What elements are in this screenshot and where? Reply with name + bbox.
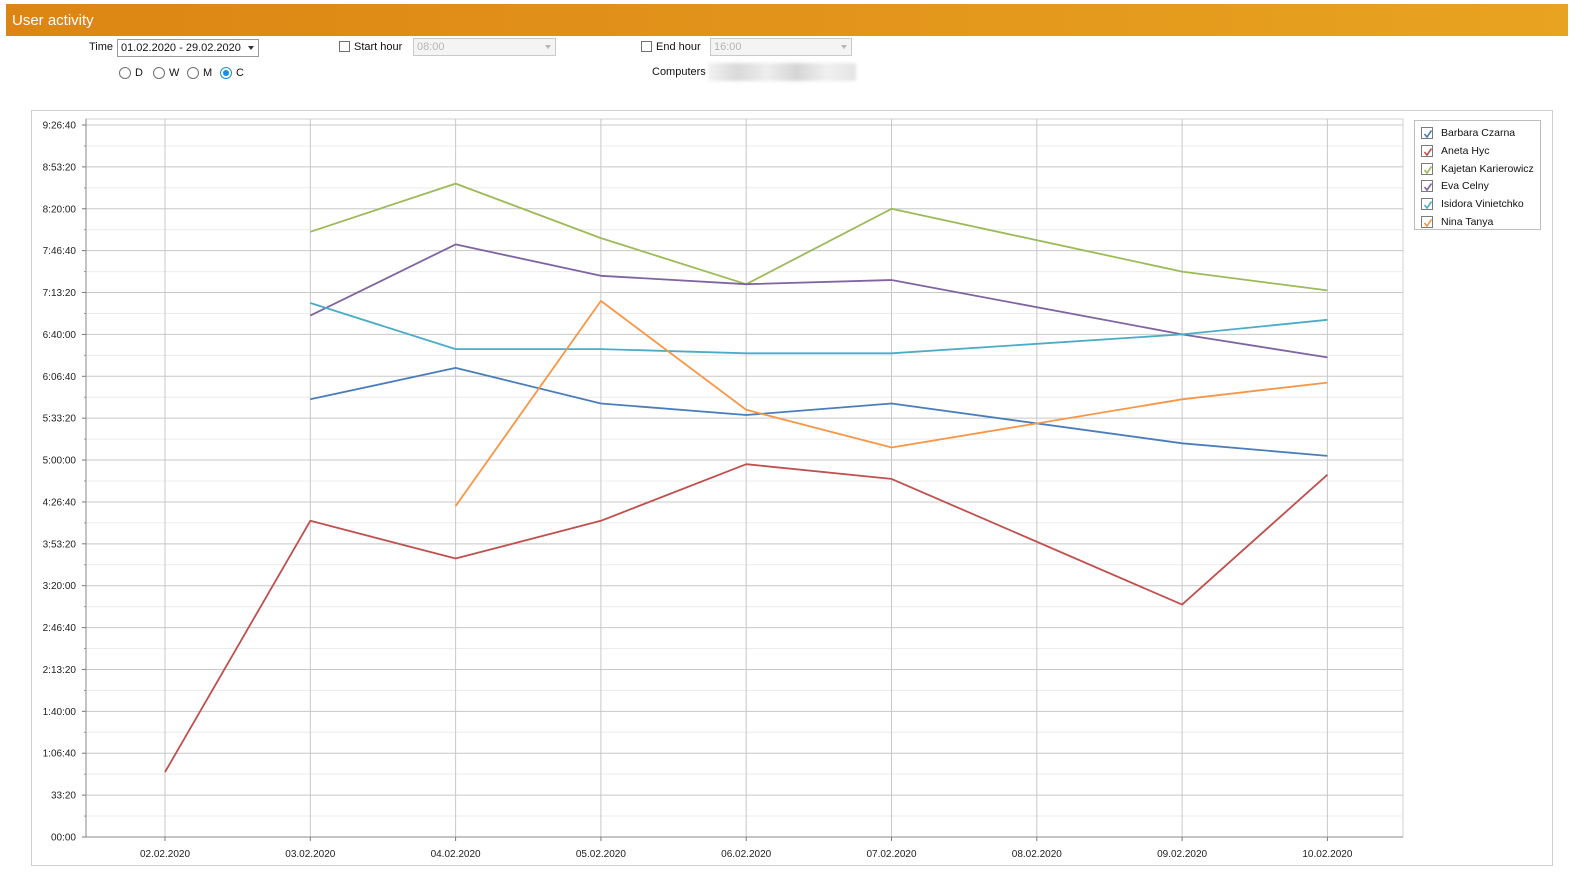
legend-item[interactable]: Kajetan Karierowicz xyxy=(1421,160,1541,176)
y-tick-label: 4:26:40 xyxy=(43,497,77,508)
chevron-down-icon xyxy=(841,45,847,49)
legend-checkbox[interactable] xyxy=(1421,198,1433,211)
plot-area xyxy=(85,118,1404,838)
chart-legend: Barbara Czarna Aneta Hyc Kajetan Karierowi… xyxy=(1414,120,1541,230)
time-range-value: 01.02.2020 - 29.02.2020 xyxy=(121,42,241,54)
y-tick-label: 3:53:20 xyxy=(43,539,77,550)
legend-checkbox[interactable] xyxy=(1421,216,1433,228)
legend-label: Aneta Hyc xyxy=(1441,144,1490,157)
y-tick-label: 5:00:00 xyxy=(43,456,77,467)
x-tick-label: 03.02.2020 xyxy=(285,849,335,860)
legend-item[interactable]: Aneta Hyc xyxy=(1421,142,1541,158)
legend-label: Isidora Vinietchko xyxy=(1441,198,1524,211)
y-tick-label: 6:40:00 xyxy=(43,330,77,341)
chevron-down-icon xyxy=(248,46,254,50)
end-hour-value: 16:00 xyxy=(714,41,742,53)
start-hour-dropdown[interactable]: 08:00 xyxy=(413,38,556,56)
start-hour-value: 08:00 xyxy=(417,41,445,53)
y-tick-label: 5:33:20 xyxy=(43,414,77,425)
x-tick-label: 10.02.2020 xyxy=(1302,849,1352,860)
checkmark-icon xyxy=(1423,130,1433,139)
legend-checkbox[interactable] xyxy=(1421,180,1433,193)
period-radio-c[interactable] xyxy=(220,67,232,79)
legend-item[interactable]: Isidora Vinietchko xyxy=(1421,195,1541,211)
computers-label: Computers xyxy=(652,66,706,78)
period-radio-label: W xyxy=(169,67,180,79)
legend-label: Eva Celny xyxy=(1441,180,1489,193)
period-radio-label: C xyxy=(236,67,244,79)
time-label: Time xyxy=(89,41,114,53)
window-title: User activity xyxy=(12,12,94,29)
y-tick-label: 3:20:00 xyxy=(43,581,77,592)
y-tick-label: 1:40:00 xyxy=(43,707,77,718)
y-tick-label: 33:20 xyxy=(51,791,76,802)
computers-field-blurred[interactable] xyxy=(708,63,856,81)
checkmark-icon xyxy=(1423,201,1433,210)
y-tick-label: 2:46:40 xyxy=(43,623,77,634)
series-line-isidora-vinietchko xyxy=(310,302,1328,355)
legend-label: Nina Tanya xyxy=(1441,216,1494,228)
y-tick-label: 2:13:20 xyxy=(43,665,77,676)
y-tick-label: 8:20:00 xyxy=(43,204,77,215)
chevron-down-icon xyxy=(545,45,551,49)
y-tick-label: 00:00 xyxy=(51,833,76,844)
y-tick-label: 1:06:40 xyxy=(43,749,77,760)
y-tick-label: 7:13:20 xyxy=(43,288,77,299)
end-hour-label: End hour xyxy=(656,41,701,53)
period-radio-w[interactable] xyxy=(153,67,165,79)
series-line-aneta-hyc xyxy=(164,463,1328,773)
x-tick-label: 08.02.2020 xyxy=(1012,849,1062,860)
series-line-nina-tanya xyxy=(454,299,1328,507)
period-radio-label: M xyxy=(203,67,213,79)
time-range-dropdown[interactable]: 01.02.2020 - 29.02.2020 xyxy=(117,39,259,57)
legend-item[interactable]: Eva Celny xyxy=(1421,177,1541,193)
x-tick-label: 06.02.2020 xyxy=(721,849,771,860)
period-radio-m[interactable] xyxy=(187,67,199,79)
x-tick-label: 07.02.2020 xyxy=(866,849,916,860)
start-hour-label: Start hour xyxy=(354,41,403,53)
x-tick-label: 04.02.2020 xyxy=(431,849,481,860)
period-radio-d[interactable] xyxy=(119,67,131,79)
legend-checkbox[interactable] xyxy=(1421,144,1433,157)
series-line-barbara-czarna xyxy=(310,366,1328,457)
y-tick-label: 6:06:40 xyxy=(43,372,77,383)
end-hour-checkbox[interactable] xyxy=(641,41,652,52)
checkmark-icon xyxy=(1423,147,1433,157)
x-tick-label: 05.02.2020 xyxy=(576,849,626,860)
legend-checkbox[interactable] xyxy=(1421,127,1433,139)
legend-item[interactable]: Barbara Czarna xyxy=(1421,124,1541,140)
y-tick-label: 7:46:40 xyxy=(43,246,77,257)
period-radio-label: D xyxy=(135,67,143,79)
legend-item[interactable]: Nina Tanya xyxy=(1421,213,1541,229)
checkmark-icon xyxy=(1423,183,1433,192)
legend-label: Kajetan Karierowicz xyxy=(1441,162,1534,175)
start-hour-checkbox[interactable] xyxy=(339,41,350,52)
checkmark-icon xyxy=(1423,219,1433,228)
legend-checkbox[interactable] xyxy=(1421,162,1433,175)
series-line-kajetan-karierowicz xyxy=(310,182,1328,292)
window-titlebar: User activity xyxy=(6,4,1568,36)
y-tick-label: 9:26:40 xyxy=(43,121,77,132)
checkmark-icon xyxy=(1423,165,1433,174)
x-tick-label: 09.02.2020 xyxy=(1157,849,1207,860)
end-hour-dropdown[interactable]: 16:00 xyxy=(710,38,852,56)
series-line-eva-celny xyxy=(309,243,1328,359)
chart-panel xyxy=(31,110,1553,866)
x-tick-label: 02.02.2020 xyxy=(140,849,190,860)
legend-label: Barbara Czarna xyxy=(1441,127,1516,139)
y-tick-label: 8:53:20 xyxy=(43,162,77,173)
